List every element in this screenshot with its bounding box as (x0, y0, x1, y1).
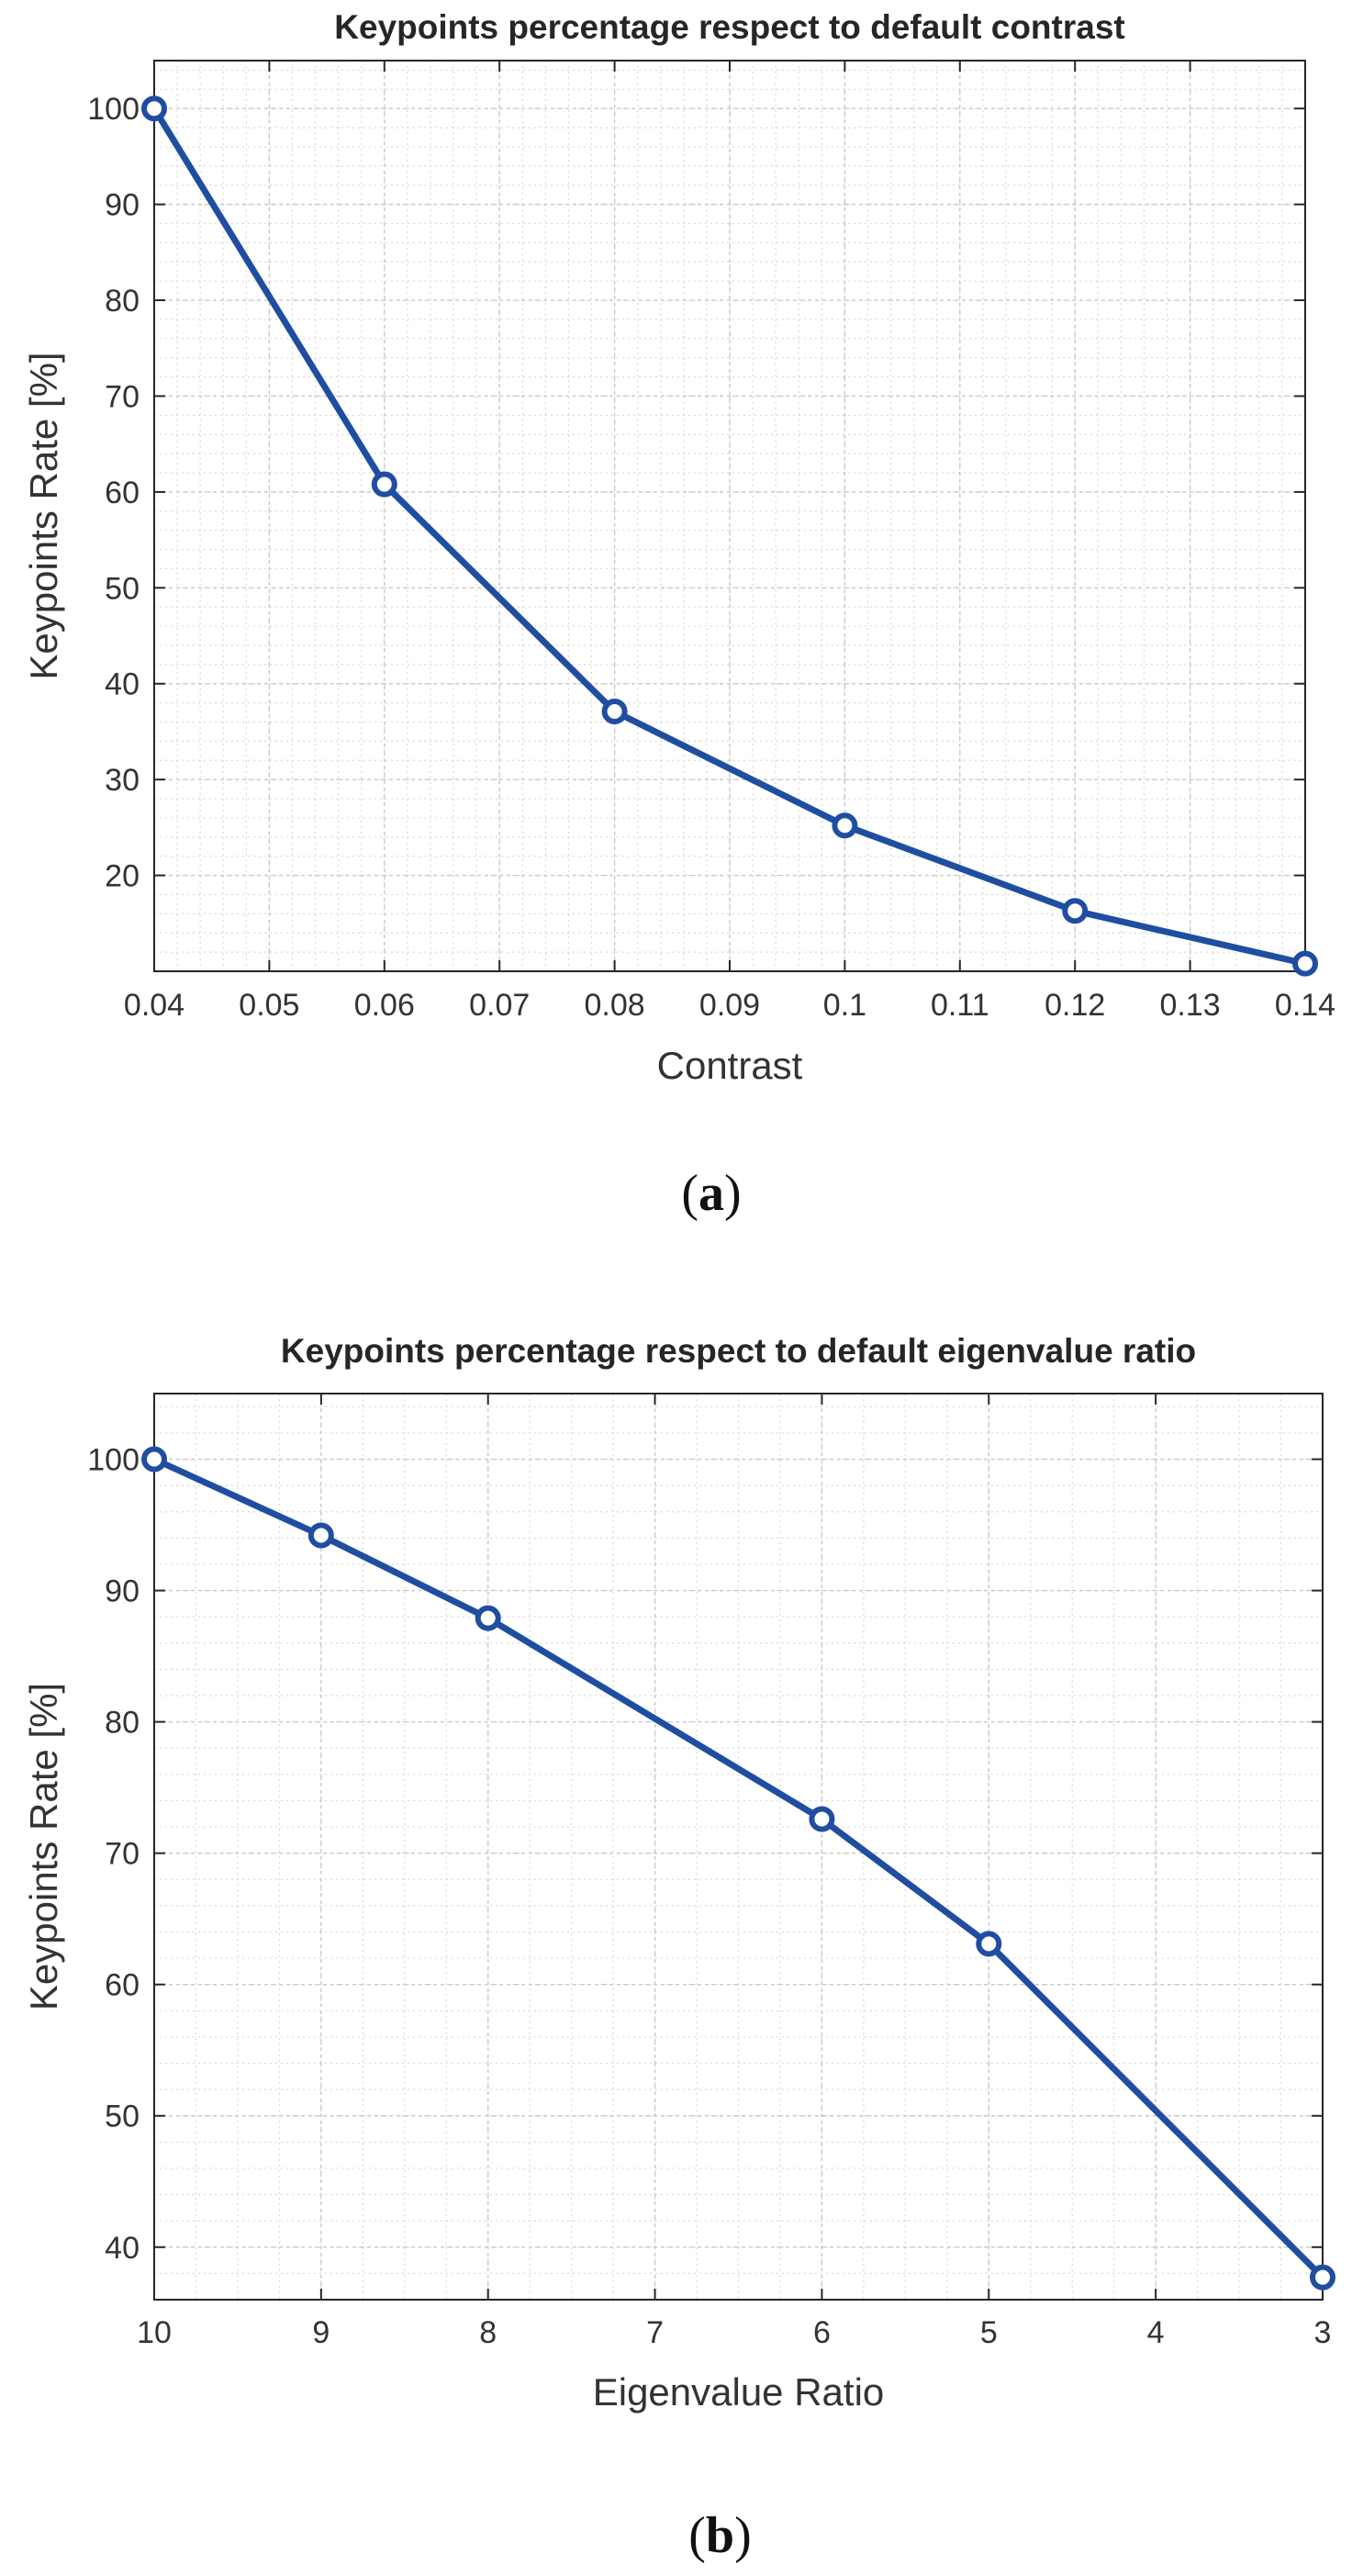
x-tick-label: 0.12 (1045, 988, 1105, 1023)
x-tick-label: 3 (1314, 2315, 1332, 2350)
y-tick-label: 40 (105, 667, 140, 702)
x-tick-label: 8 (479, 2315, 497, 2350)
y-tick-label: 70 (105, 1837, 140, 1872)
series-line (152, 1456, 1325, 2280)
x-tick-labels: 10 9 8 7 6 5 4 3 (137, 2315, 1331, 2350)
chart-title: Keypoints percentage respect to default … (334, 8, 1124, 46)
x-tick-label: 0.05 (239, 988, 299, 1023)
chart-0: 0.04 0.05 0.06 0.07 0.08 0.09 0.1 0.11 0.12 0.13 0… (22, 8, 1335, 1222)
y-tick-label: 100 (87, 1443, 140, 1478)
x-tick-label: 0.08 (585, 988, 645, 1023)
x-tick-labels: 0.04 0.05 0.06 0.07 0.08 0.09 0.1 0.11 0.12 0.13 0… (124, 988, 1335, 1023)
x-tick-label: 7 (646, 2315, 664, 2350)
subfigure-caption: (b) (688, 2507, 751, 2564)
data-point (1310, 2264, 1335, 2290)
y-tick-label: 40 (105, 2231, 140, 2266)
data-point (307, 1522, 334, 1549)
grid (153, 61, 1306, 972)
series-line (151, 106, 1306, 968)
x-tick-label: 0.06 (354, 988, 415, 1023)
caption-part: b (706, 2507, 734, 2564)
data-point (475, 1605, 501, 1631)
subfigure-caption: (a) (681, 1165, 741, 1222)
data-point (1292, 950, 1318, 977)
y-tick-label: 80 (105, 1706, 140, 1741)
y-tick-label: 100 (87, 92, 140, 127)
data-point (371, 471, 397, 498)
data-point (976, 1931, 1002, 1957)
x-tick-label: 0.11 (931, 988, 989, 1023)
data-point (141, 1446, 167, 1473)
y-axis-label: Keypoints Rate [%] (22, 1683, 65, 2010)
series-0 (141, 1446, 1335, 2290)
x-tick-label: 9 (312, 2315, 330, 2350)
y-tick-label: 50 (105, 2100, 140, 2134)
caption-part: a (698, 1165, 724, 1222)
series-0 (141, 95, 1318, 977)
y-tick-label: 50 (105, 571, 140, 606)
data-point (809, 1806, 835, 1832)
y-tick-label: 60 (105, 1968, 140, 2003)
chart-title: Keypoints percentage respect to default … (281, 1332, 1196, 1370)
x-tick-label: 0.13 (1160, 988, 1221, 1023)
chart-1: 10 9 8 7 6 5 4 3 40 50 60 70 80 90 100 Keypoints percen… (22, 1332, 1335, 2564)
y-tick-label: 70 (105, 379, 140, 414)
x-tick-label: 0.07 (469, 988, 530, 1023)
x-tick-label: 0.09 (699, 988, 760, 1023)
caption-part: ( (681, 1165, 698, 1222)
data-point (832, 812, 858, 839)
x-axis-label: Eigenvalue Ratio (593, 2370, 885, 2414)
y-tick-label: 90 (105, 1574, 140, 1609)
y-tick-label: 80 (105, 284, 140, 319)
y-axis-label: Keypoints Rate [%] (22, 352, 65, 679)
x-tick-label: 10 (137, 2315, 172, 2350)
data-point (1062, 898, 1089, 924)
x-tick-label: 0.14 (1275, 988, 1335, 1023)
y-tick-label: 60 (105, 476, 140, 510)
x-axis-label: Contrast (657, 1044, 803, 1087)
x-tick-label: 4 (1147, 2315, 1165, 2350)
caption-part: ( (688, 2507, 706, 2564)
y-tick-label: 20 (105, 859, 140, 894)
caption-part: ) (724, 1165, 742, 1222)
y-tick-labels: 20 30 40 50 60 70 80 90 100 (87, 92, 140, 893)
axes-box (153, 1393, 1324, 2301)
data-point (141, 95, 167, 122)
data-point (601, 699, 628, 725)
y-tick-labels: 40 50 60 70 80 90 100 (87, 1443, 140, 2266)
x-tick-label: 0.1 (823, 988, 866, 1023)
y-tick-label: 30 (105, 763, 140, 798)
x-tick-label: 0.04 (124, 988, 184, 1023)
x-tick-label: 6 (813, 2315, 831, 2350)
x-tick-label: 5 (980, 2315, 998, 2350)
y-tick-label: 90 (105, 188, 140, 223)
caption-part: ) (734, 2507, 752, 2564)
